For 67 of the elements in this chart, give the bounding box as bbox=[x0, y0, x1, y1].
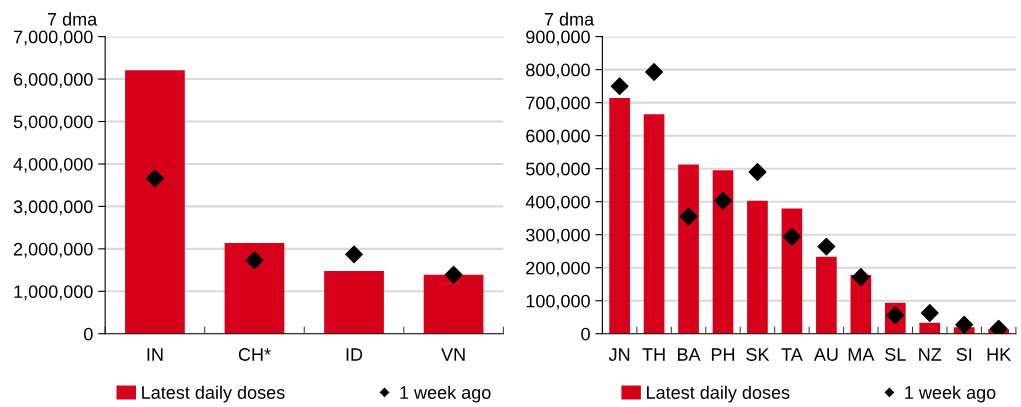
point bbox=[645, 63, 663, 81]
bar bbox=[678, 164, 699, 334]
bar bbox=[224, 242, 285, 334]
y-tick-label: 7,000,000 bbox=[13, 30, 93, 46]
point bbox=[851, 268, 870, 286]
x-tick-label: VN bbox=[441, 348, 465, 361]
x-tick-label: SK bbox=[746, 348, 770, 361]
point bbox=[610, 77, 629, 96]
x-tick-label: TA bbox=[781, 348, 803, 361]
bar bbox=[125, 70, 185, 334]
y-axis-title: 7 dma bbox=[47, 12, 98, 26]
bar bbox=[423, 274, 484, 334]
legend-label: Latest daily doses bbox=[142, 385, 285, 403]
x-tick-label: MA bbox=[848, 348, 875, 361]
x-tick-label: HK bbox=[987, 348, 1011, 361]
y-tick-label: 100,000 bbox=[526, 294, 590, 310]
bar bbox=[919, 322, 941, 334]
x-tick-label: NZ bbox=[919, 348, 942, 361]
y-tick-label: 5,000,000 bbox=[13, 115, 93, 131]
bar bbox=[712, 170, 734, 334]
x-tick-label: TH bbox=[642, 348, 665, 361]
y-tick-label: 200,000 bbox=[526, 261, 590, 277]
y-tick-label: 500,000 bbox=[526, 162, 590, 178]
bar bbox=[747, 200, 768, 334]
x-tick-label: IN bbox=[147, 348, 163, 361]
y-tick-label: 300,000 bbox=[526, 228, 590, 244]
y-tick-label: 1,000,000 bbox=[14, 285, 93, 301]
legend-label: 1 week ago bbox=[400, 385, 491, 403]
bar bbox=[643, 114, 665, 334]
x-tick-label: PH bbox=[711, 348, 735, 361]
x-tick-label: JN bbox=[608, 348, 630, 361]
point bbox=[714, 191, 732, 210]
bar bbox=[609, 98, 630, 334]
y-tick-label: 6,000,000 bbox=[13, 73, 93, 88]
point bbox=[679, 207, 698, 226]
point bbox=[146, 169, 164, 188]
point bbox=[345, 245, 363, 264]
y-axis-title: 7 dma bbox=[544, 12, 595, 26]
point bbox=[748, 163, 767, 181]
x-tick-label: CH* bbox=[238, 348, 271, 361]
point bbox=[920, 304, 939, 322]
point bbox=[444, 265, 463, 284]
y-tick-label: 400,000 bbox=[525, 195, 590, 211]
y-tick-label: 600,000 bbox=[526, 129, 590, 145]
bar bbox=[816, 256, 837, 334]
x-tick-label: AU bbox=[813, 348, 838, 361]
y-tick-label: 900,000 bbox=[526, 30, 590, 46]
y-tick-label: 4,000,000 bbox=[13, 157, 93, 173]
legend-label: Latest daily doses bbox=[647, 385, 790, 403]
point bbox=[245, 251, 264, 270]
y-tick-label: 0 bbox=[581, 327, 590, 341]
point bbox=[817, 237, 836, 256]
x-tick-label: ID bbox=[346, 348, 363, 361]
y-tick-label: 3,000,000 bbox=[13, 200, 93, 216]
bar bbox=[850, 274, 872, 334]
bar bbox=[324, 270, 384, 334]
bar bbox=[781, 208, 803, 334]
legend-label: 1 week ago bbox=[905, 385, 996, 403]
y-tick-label: 800,000 bbox=[526, 63, 590, 79]
point bbox=[783, 227, 801, 246]
y-tick-label: 700,000 bbox=[526, 96, 590, 112]
y-tick-label: 2,000,000 bbox=[13, 242, 93, 258]
x-tick-label: BA bbox=[677, 348, 701, 361]
x-tick-label: SL bbox=[885, 348, 906, 361]
x-tick-label: SI bbox=[956, 348, 972, 361]
y-tick-label: 0 bbox=[84, 327, 93, 341]
point bbox=[955, 315, 974, 334]
